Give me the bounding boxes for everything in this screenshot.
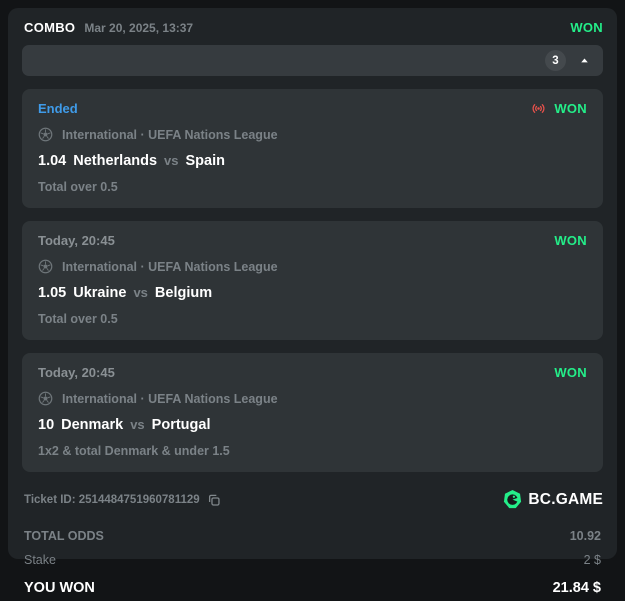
- selection-match: 10 Denmark vs Portugal: [38, 417, 587, 433]
- vs-label: vs: [133, 285, 148, 300]
- copy-icon[interactable]: [207, 493, 221, 507]
- home-team: Ukraine: [73, 285, 127, 301]
- selection-status: Today, 20:45: [38, 365, 115, 380]
- live-icon: [531, 101, 546, 116]
- stake-value: 2 $: [583, 553, 601, 567]
- brand-logo: BC.GAME: [502, 489, 603, 510]
- selection-league: International · UEFA Nations League: [62, 127, 278, 142]
- stake-row: Stake 2 $: [24, 548, 601, 572]
- selection-card: Today, 20:45 WON International · UEFA Na…: [22, 353, 603, 472]
- totals-section: TOTAL ODDS 10.92 Stake 2 $ YOU WON 21.84…: [24, 524, 601, 601]
- home-team: Denmark: [61, 417, 124, 433]
- bet-status-badge: WON: [570, 20, 603, 35]
- stake-label: Stake: [24, 553, 56, 567]
- bet-slip-header: COMBO Mar 20, 2025, 13:37 WON: [8, 8, 617, 45]
- selection-odds: 10: [38, 417, 55, 433]
- bcgame-logo-icon: [502, 489, 523, 510]
- selection-status-row: Ended WON: [38, 101, 587, 116]
- ticket-row: Ticket ID: 2514484751960781129 BC.GAME: [24, 489, 603, 510]
- total-odds-value: 10.92: [569, 529, 601, 543]
- you-won-value: 21.84 $: [552, 580, 601, 596]
- away-team: Portugal: [151, 417, 211, 433]
- selection-league: International · UEFA Nations League: [62, 259, 278, 274]
- selection-odds: 1.05: [38, 285, 67, 301]
- selection-result: WON: [554, 233, 587, 248]
- selection-result-label: WON: [554, 365, 587, 380]
- vs-label: vs: [164, 153, 179, 168]
- selection-market: Total over 0.5: [38, 312, 118, 326]
- selection-match: 1.04 Netherlands vs Spain: [38, 153, 587, 169]
- away-team: Spain: [185, 153, 225, 169]
- vs-label: vs: [130, 417, 145, 432]
- selections-collapse-bar[interactable]: 3: [22, 45, 603, 76]
- selection-league-row: International · UEFA Nations League: [38, 127, 587, 142]
- brand-name: BC.GAME: [528, 490, 603, 508]
- bet-datetime: Mar 20, 2025, 13:37: [84, 20, 194, 35]
- ticket-label: Ticket ID:: [24, 493, 76, 506]
- selection-market: Total over 0.5: [38, 180, 118, 194]
- selections-count-badge: 3: [545, 50, 566, 71]
- selection-result: WON: [531, 101, 587, 116]
- soccer-ball-icon: [38, 127, 53, 142]
- selection-market: 1x2 & total Denmark & under 1.5: [38, 444, 230, 458]
- ticket-id-label: Ticket ID: 2514484751960781129: [24, 494, 200, 506]
- selection-league-row: International · UEFA Nations League: [38, 391, 587, 406]
- soccer-ball-icon: [38, 259, 53, 274]
- selection-odds: 1.04: [38, 153, 67, 169]
- selection-match: 1.05 Ukraine vs Belgium: [38, 285, 587, 301]
- you-won-row: YOU WON 21.84 $: [24, 572, 601, 601]
- selection-card: Today, 20:45 WON International · UEFA Na…: [22, 221, 603, 340]
- total-odds-row: TOTAL ODDS 10.92: [24, 524, 601, 548]
- selection-result-label: WON: [554, 233, 587, 248]
- selection-card: Ended WON International · UEFA: [22, 89, 603, 208]
- bet-slip-panel: COMBO Mar 20, 2025, 13:37 WON 3 Ended WO…: [8, 8, 617, 596]
- ticket-id-value: 2514484751960781129: [78, 493, 200, 506]
- selection-status-row: Today, 20:45 WON: [38, 233, 587, 248]
- chevron-up-icon[interactable]: [578, 54, 591, 67]
- selection-league: International · UEFA Nations League: [62, 391, 278, 406]
- selection-status-row: Today, 20:45 WON: [38, 365, 587, 380]
- soccer-ball-icon: [38, 391, 53, 406]
- selection-result: WON: [554, 365, 587, 380]
- total-odds-label: TOTAL ODDS: [24, 529, 104, 543]
- home-team: Netherlands: [73, 153, 158, 169]
- selection-status: Today, 20:45: [38, 233, 115, 248]
- selection-result-label: WON: [554, 101, 587, 116]
- selection-league-row: International · UEFA Nations League: [38, 259, 587, 274]
- selection-status: Ended: [38, 101, 78, 116]
- away-team: Belgium: [154, 285, 213, 301]
- you-won-label: YOU WON: [24, 580, 95, 596]
- bet-type-label: COMBO: [24, 20, 76, 35]
